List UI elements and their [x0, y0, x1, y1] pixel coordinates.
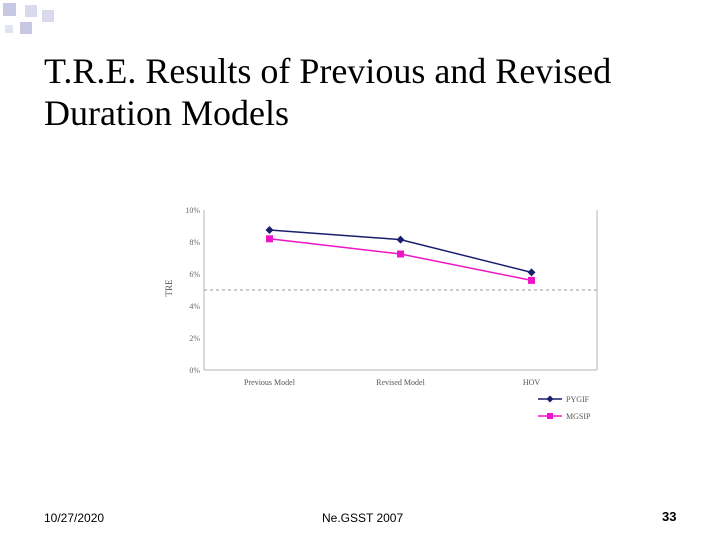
- data-point: [527, 268, 536, 277]
- corner-decoration: [3, 3, 54, 34]
- x-tick-label: HOV: [523, 378, 541, 387]
- data-point: [266, 235, 273, 243]
- x-tick-label: Revised Model: [376, 378, 425, 387]
- slide-title-line-2: Duration Models: [44, 93, 289, 133]
- footer-date: 10/27/2020: [44, 511, 105, 525]
- y-tick-label: 8%: [189, 238, 200, 247]
- legend-marker: [547, 413, 553, 419]
- legend-marker: [546, 395, 554, 403]
- y-tick-label: 6%: [189, 270, 200, 279]
- page-number: 33: [662, 509, 677, 524]
- series-line-1: [269, 238, 532, 282]
- y-tick-label: 4%: [189, 302, 200, 311]
- y-tick-label: 10%: [185, 206, 200, 215]
- legend-label: PYGIF: [566, 395, 590, 404]
- slide-title-line-1: T.R.E. Results of Previous and Revised: [44, 51, 612, 91]
- y-axis-label: TRE: [164, 279, 174, 297]
- y-tick-label: 2%: [189, 334, 200, 343]
- footer-center-text: Ne.GSST 2007: [322, 511, 404, 525]
- data-point: [396, 235, 405, 244]
- data-point: [265, 226, 274, 234]
- tre-line-chart: 10% 8% 6% 4% 2% 0% Previous Model Revised Mode…: [164, 206, 598, 421]
- legend-label: MGSIP: [566, 412, 591, 421]
- slide-title: T.R.E. Results of Previous and Revised D…: [44, 50, 704, 134]
- y-tick-label: 0%: [189, 366, 200, 375]
- data-point: [397, 250, 404, 258]
- data-point: [528, 276, 535, 284]
- x-tick-label: Previous Model: [244, 378, 296, 387]
